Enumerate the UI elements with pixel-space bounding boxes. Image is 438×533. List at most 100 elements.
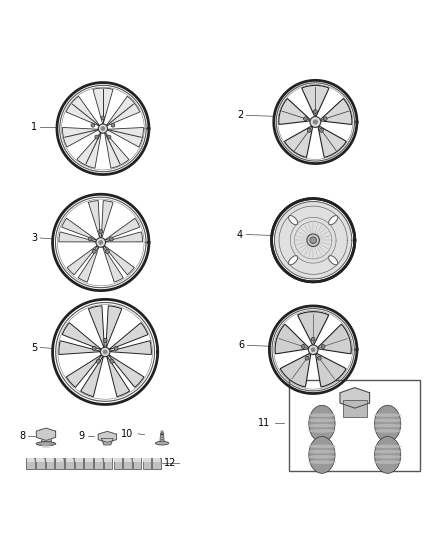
Text: 12: 12 (164, 458, 177, 468)
Text: 8: 8 (19, 431, 25, 441)
Bar (41, 438, 50, 444)
Bar (104, 458, 113, 469)
Ellipse shape (308, 461, 336, 464)
Text: 1: 1 (31, 122, 37, 132)
Polygon shape (109, 355, 144, 387)
Circle shape (110, 238, 112, 240)
Circle shape (321, 345, 325, 348)
Circle shape (100, 230, 102, 232)
Circle shape (322, 345, 324, 348)
Polygon shape (316, 353, 346, 387)
Circle shape (311, 337, 315, 341)
Bar (95, 458, 102, 462)
Polygon shape (81, 357, 103, 397)
Circle shape (108, 136, 110, 138)
Bar (114, 458, 122, 462)
Ellipse shape (374, 450, 402, 454)
Bar (134, 458, 141, 462)
Polygon shape (298, 312, 328, 344)
Ellipse shape (41, 447, 51, 448)
Circle shape (308, 130, 310, 131)
Polygon shape (62, 218, 96, 240)
Circle shape (103, 350, 107, 353)
Bar (85, 458, 93, 469)
Ellipse shape (374, 437, 401, 473)
Polygon shape (104, 246, 134, 275)
Polygon shape (105, 133, 129, 168)
Circle shape (98, 124, 107, 133)
Bar (133, 458, 141, 469)
Ellipse shape (160, 438, 164, 439)
Polygon shape (107, 357, 130, 397)
Ellipse shape (155, 441, 169, 445)
Bar (26, 458, 35, 469)
Ellipse shape (161, 431, 163, 433)
Ellipse shape (374, 429, 402, 433)
Circle shape (110, 359, 114, 364)
Polygon shape (106, 232, 143, 242)
Polygon shape (105, 218, 140, 240)
Bar (343, 400, 367, 417)
Ellipse shape (160, 440, 164, 441)
Circle shape (89, 238, 91, 240)
Circle shape (57, 199, 145, 286)
Polygon shape (67, 246, 97, 275)
Text: 4: 4 (237, 230, 243, 239)
Circle shape (304, 117, 307, 120)
Circle shape (99, 241, 102, 244)
Bar (153, 458, 160, 462)
Polygon shape (318, 126, 346, 157)
Circle shape (114, 346, 118, 350)
Bar (113, 458, 122, 469)
Circle shape (103, 338, 107, 342)
Circle shape (314, 120, 317, 124)
Ellipse shape (41, 443, 51, 445)
Circle shape (307, 128, 311, 132)
Circle shape (93, 348, 95, 349)
Ellipse shape (308, 429, 336, 433)
Bar (66, 458, 73, 462)
Circle shape (96, 136, 98, 138)
Bar (46, 458, 54, 462)
Text: 2: 2 (237, 110, 243, 120)
Circle shape (95, 135, 99, 139)
Ellipse shape (308, 455, 336, 459)
Polygon shape (340, 387, 370, 408)
Ellipse shape (328, 216, 338, 225)
Polygon shape (62, 322, 101, 350)
Ellipse shape (36, 442, 56, 446)
Circle shape (314, 111, 316, 112)
Circle shape (92, 124, 94, 126)
Polygon shape (78, 247, 99, 282)
Bar (65, 458, 74, 469)
Bar (46, 458, 54, 469)
Text: 5: 5 (31, 343, 37, 352)
Polygon shape (110, 322, 148, 350)
Ellipse shape (374, 461, 402, 464)
Bar (143, 458, 151, 462)
Circle shape (308, 345, 318, 354)
Circle shape (92, 346, 96, 350)
Ellipse shape (328, 256, 338, 265)
Circle shape (273, 310, 353, 390)
Circle shape (106, 251, 108, 252)
Bar (75, 458, 83, 462)
Bar (55, 458, 64, 469)
Circle shape (320, 128, 323, 132)
Ellipse shape (160, 433, 164, 435)
Polygon shape (98, 431, 117, 442)
Ellipse shape (160, 435, 164, 437)
Circle shape (57, 304, 153, 400)
Bar (289, 379, 420, 472)
Circle shape (110, 237, 113, 241)
Polygon shape (160, 434, 164, 443)
Polygon shape (93, 88, 113, 124)
Circle shape (323, 117, 327, 120)
Polygon shape (279, 99, 311, 124)
Bar (123, 458, 132, 469)
Text: 9: 9 (78, 431, 85, 441)
Circle shape (112, 124, 114, 126)
Circle shape (107, 135, 111, 139)
Polygon shape (106, 306, 122, 347)
Circle shape (307, 234, 319, 246)
